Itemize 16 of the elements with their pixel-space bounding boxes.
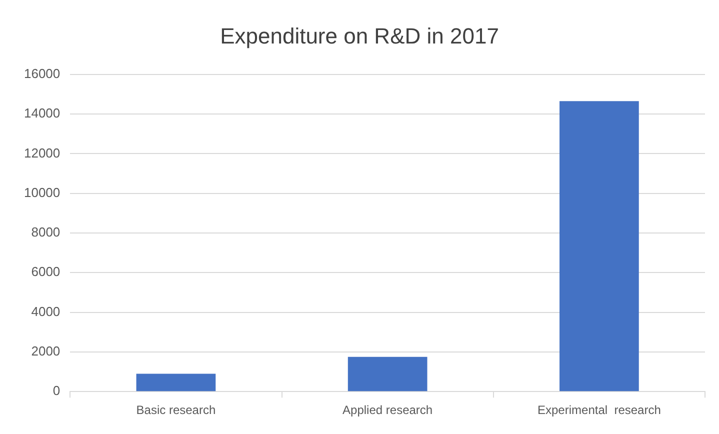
x-tick-label: Applied research (342, 403, 433, 418)
y-tick-label: 4000 (31, 304, 60, 319)
bar (348, 356, 428, 392)
y-tick-label: 16000 (24, 66, 60, 81)
y-tick-label: 14000 (24, 106, 60, 121)
x-tick-label: Basic research (136, 403, 216, 418)
y-tick-label: 12000 (24, 145, 60, 160)
y-tick-label: 2000 (31, 344, 60, 359)
bar (136, 374, 216, 392)
x-tick-label: Experimental research (537, 403, 661, 418)
y-tick-label: 8000 (31, 224, 60, 240)
bar (560, 101, 639, 392)
chart-title: Expenditure on R&D in 2017 (220, 23, 499, 48)
y-tick-label: 6000 (31, 264, 60, 280)
y-tick-label: 0 (52, 383, 60, 398)
y-tick-label: 10000 (24, 184, 60, 200)
